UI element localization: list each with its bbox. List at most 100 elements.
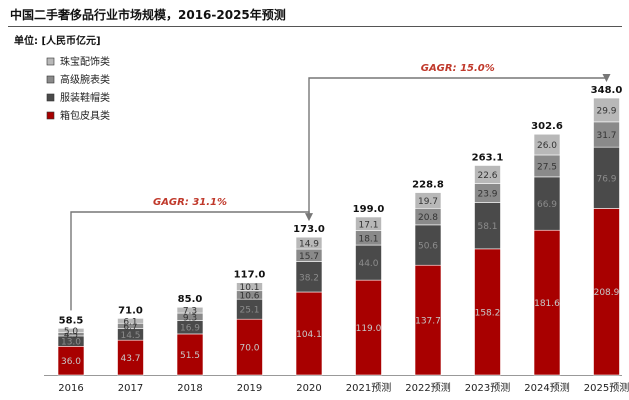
bar-segment <box>355 279 382 376</box>
bar-segment <box>593 121 620 148</box>
data-label: 7.3 <box>183 307 197 317</box>
data-label: 137.7 <box>415 317 441 327</box>
data-label: 26.0 <box>537 141 557 151</box>
x-tick-label: 2022预测 <box>405 381 450 394</box>
bar-segment <box>295 236 323 250</box>
x-tick-label: 2021预测 <box>346 381 391 394</box>
bar-segment <box>593 97 620 123</box>
bar-segment <box>117 339 144 376</box>
x-tick-label: 2016 <box>58 383 83 394</box>
data-label: 6.1 <box>123 317 137 327</box>
legend-swatch <box>46 111 55 120</box>
data-label: 23.9 <box>477 190 497 200</box>
bar-segment <box>474 202 501 250</box>
data-label: 22.6 <box>477 171 497 181</box>
data-label: 66.9 <box>537 200 557 210</box>
data-label: 14.9 <box>299 240 319 250</box>
bar-segment <box>414 192 442 209</box>
bar-segment <box>533 133 561 156</box>
bar-segment <box>533 229 561 376</box>
data-label: 10.1 <box>239 283 259 293</box>
bar-segment <box>474 165 501 184</box>
total-label: 85.0 <box>178 294 203 305</box>
data-label: 14.5 <box>120 331 140 341</box>
gagr-label: GAGR: 15.0% <box>421 63 495 74</box>
total-label: 117.0 <box>234 270 266 281</box>
total-label: 71.0 <box>118 305 143 316</box>
data-label: 29.9 <box>596 106 616 116</box>
bar-segment <box>355 216 382 231</box>
data-label: 158.2 <box>475 308 501 318</box>
data-label: 51.5 <box>180 351 200 361</box>
data-label: 31.7 <box>596 131 616 141</box>
bar-segment <box>236 282 263 292</box>
data-label: 19.7 <box>418 197 438 207</box>
data-label: 6.7 <box>123 322 137 332</box>
unit-label: 单位: [人民币亿元] <box>14 36 101 47</box>
bar-segment <box>57 345 85 376</box>
bar-segment <box>295 291 323 376</box>
x-tick-label: 2020 <box>296 383 321 394</box>
total-label: 58.5 <box>59 315 84 326</box>
data-label: 208.9 <box>594 288 620 298</box>
bar-segment <box>414 224 442 266</box>
data-label: 5.0 <box>64 327 79 337</box>
x-tick-label: 2024预测 <box>524 381 569 394</box>
bar-segment <box>236 318 263 376</box>
bar-segment <box>414 264 442 376</box>
bar-segment <box>57 328 85 333</box>
data-label: 27.5 <box>537 162 557 172</box>
data-label: 25.1 <box>239 306 259 316</box>
data-label: 20.8 <box>418 213 438 223</box>
data-label: 17.1 <box>358 220 378 230</box>
bar-segment <box>117 318 144 324</box>
legend-swatch <box>46 93 55 102</box>
data-label: 10.6 <box>239 291 259 301</box>
legend-label: 珠宝配饰类 <box>60 55 110 68</box>
total-label: 263.1 <box>472 152 504 163</box>
data-label: 4.5 <box>64 331 78 341</box>
data-label: 9.3 <box>183 313 197 323</box>
total-label: 302.6 <box>531 121 563 132</box>
bar-segment <box>593 146 620 209</box>
gagr-label: GAGR: 31.1% <box>153 197 227 208</box>
data-label: 13.0 <box>61 338 81 348</box>
gagr-arrow <box>308 74 611 220</box>
data-label: 16.9 <box>180 324 200 334</box>
data-label: 43.7 <box>120 354 140 364</box>
page-title: 中国二手奢侈品行业市场规模，2016-2025年预测 <box>10 8 286 22</box>
total-label: 199.0 <box>353 204 385 215</box>
legend-label: 高级腕表类 <box>60 73 110 86</box>
bar-segment <box>176 333 204 376</box>
data-label: 36.0 <box>61 357 81 367</box>
total-label: 228.8 <box>412 180 444 191</box>
legend-swatch <box>46 57 55 66</box>
legend-label: 服装鞋帽类 <box>60 91 110 104</box>
x-tick-label: 2023预测 <box>465 381 510 394</box>
bar-segment <box>593 208 620 376</box>
bar-segment <box>176 306 204 314</box>
total-label: 348.0 <box>591 85 623 96</box>
data-label: 76.9 <box>596 174 616 184</box>
x-tick-label: 2025预测 <box>584 381 629 394</box>
data-label: 18.1 <box>358 234 378 244</box>
data-label: 38.2 <box>299 273 319 283</box>
x-tick-label: 2018 <box>177 383 202 394</box>
data-label: 70.0 <box>239 344 259 354</box>
data-label: 119.0 <box>356 324 382 334</box>
legend-label: 箱包皮具类 <box>60 109 110 122</box>
data-label: 58.1 <box>477 222 497 232</box>
bar-segment <box>355 244 382 281</box>
data-label: 15.7 <box>299 252 319 262</box>
data-label: 104.1 <box>296 330 322 340</box>
title-divider <box>8 26 622 27</box>
x-tick-label: 2017 <box>118 383 143 394</box>
data-label: 44.0 <box>358 259 378 269</box>
data-label: 50.6 <box>418 242 438 252</box>
total-label: 173.0 <box>293 224 325 235</box>
bar-segment <box>295 261 323 293</box>
data-label: 181.6 <box>534 299 560 309</box>
x-tick-label: 2019 <box>237 383 262 394</box>
legend-swatch <box>46 75 55 84</box>
